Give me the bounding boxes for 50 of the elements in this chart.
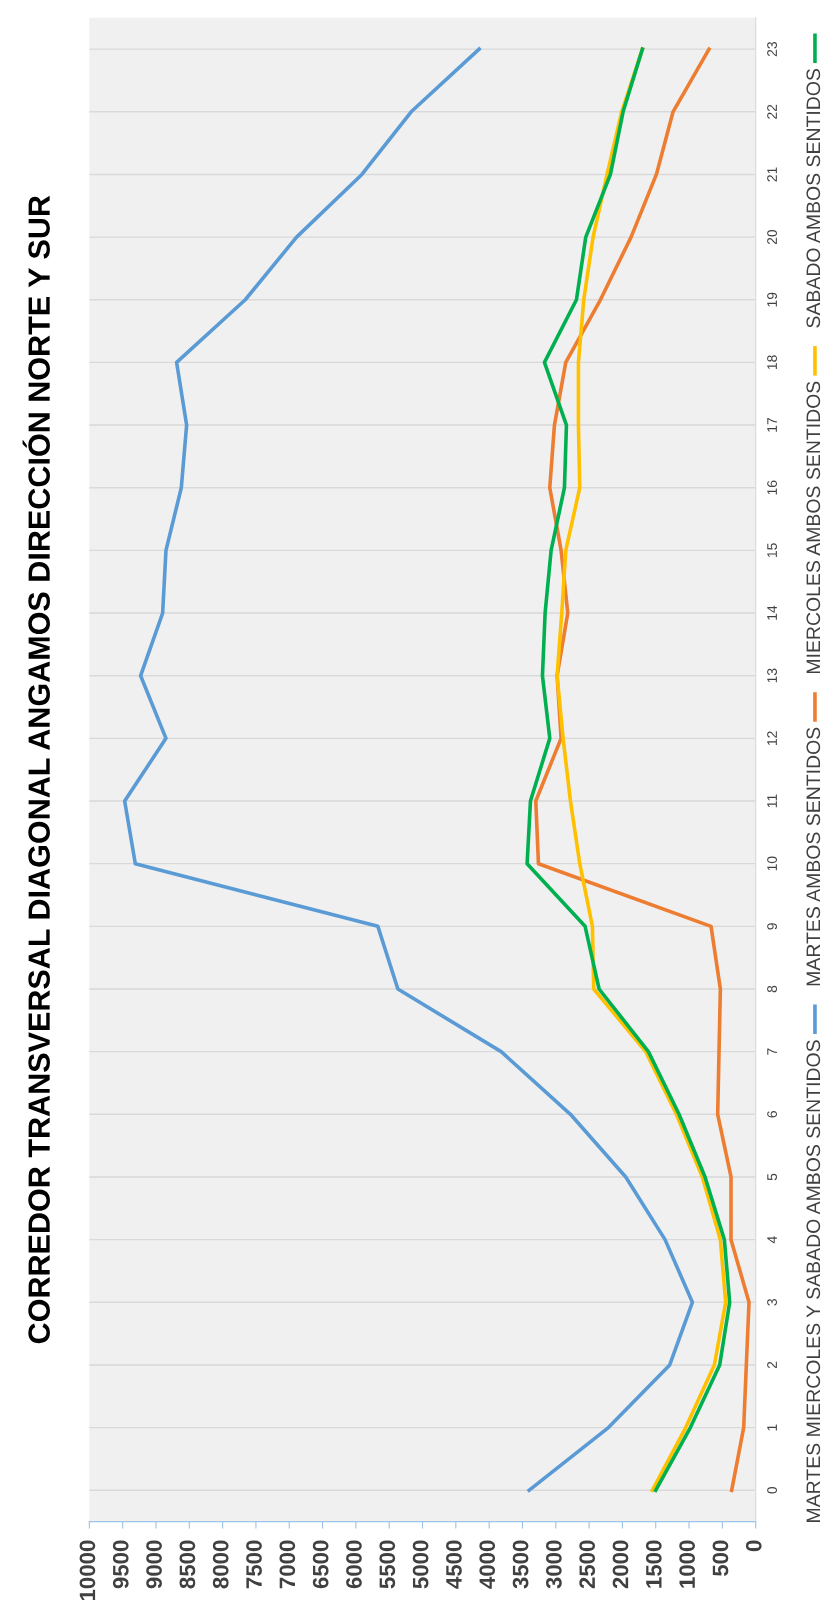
x-tick-label: 6000 [346,1540,362,1589]
y-tick-label: 3 [767,1299,777,1306]
y-tick-label: 1 [767,1424,777,1431]
legend-label: MARTES AMBOS SENTIDOS [806,727,821,986]
x-tick-label: 2000 [612,1540,629,1589]
x-tick-label: 8500 [179,1540,196,1589]
y-tick-label: 9 [767,923,777,930]
x-tick-label: 4000 [479,1540,496,1589]
y-tick-label: 2 [767,1361,777,1369]
text: CORREDOR TRANSVERSAL DIAGONAL ANGAMOS DIRECCIÓN NORTE Y SUR [22,195,50,1344]
x-tick-label: 500 [712,1540,729,1577]
x-tick-label: 4500 [446,1540,462,1589]
y-tick-label: 12 [767,731,777,746]
x-tick-label: 5500 [379,1540,396,1589]
y-tick-label: 11 [767,794,777,808]
legend-label: MARTES MIERCOLES Y SABADO AMBOS SENTIDOS [806,1040,821,1522]
y-tick-label: 4 [767,1236,777,1244]
y-tick-label: 23 [767,42,777,57]
x-tick-label: 7500 [246,1540,262,1589]
y-tick-label: 6 [767,1111,777,1118]
x-tick-label: 1500 [645,1540,662,1588]
x-tick-label: 3500 [512,1540,529,1589]
legend-label: MIERCOLES AMBOS SENTIDOS [806,381,821,674]
x-tick-label: 9000 [146,1540,162,1589]
y-tick-label: 7 [767,1048,777,1055]
y-tick-label: 22 [767,104,777,119]
y-tick-label: 14 [767,605,777,620]
y-tick-label: 0 [767,1486,777,1494]
y-tick-label: 16 [767,480,777,495]
x-tick-label: 2500 [579,1540,596,1589]
y-tick-label: 19 [767,292,777,307]
x-tick-label: 7000 [279,1540,296,1589]
y-tick-label: 21 [767,167,777,182]
x-tick-label: 10000 [79,1540,96,1601]
y-tick-label: 10 [767,856,777,871]
y-tick-label: 20 [767,229,777,245]
x-tick-label: 9500 [112,1540,129,1589]
y-tick-label: 8 [767,985,777,993]
x-tick-label: 1000 [679,1540,696,1588]
y-tick-label: 5 [767,1173,777,1181]
y-tick-label: 13 [767,668,777,683]
x-tick-label: 8000 [212,1540,229,1589]
y-tick-label: 18 [767,355,777,370]
y-tick-label: 17 [767,418,777,432]
y-tick-label: 15 [767,543,777,558]
x-tick-label: 0 [745,1540,762,1552]
legend-label: SABADO AMBOS SENTIDOS [806,69,821,328]
x-tick-label: 6500 [312,1540,329,1589]
x-tick-label: 3000 [546,1540,562,1589]
x-tick-label: 5000 [412,1540,429,1589]
